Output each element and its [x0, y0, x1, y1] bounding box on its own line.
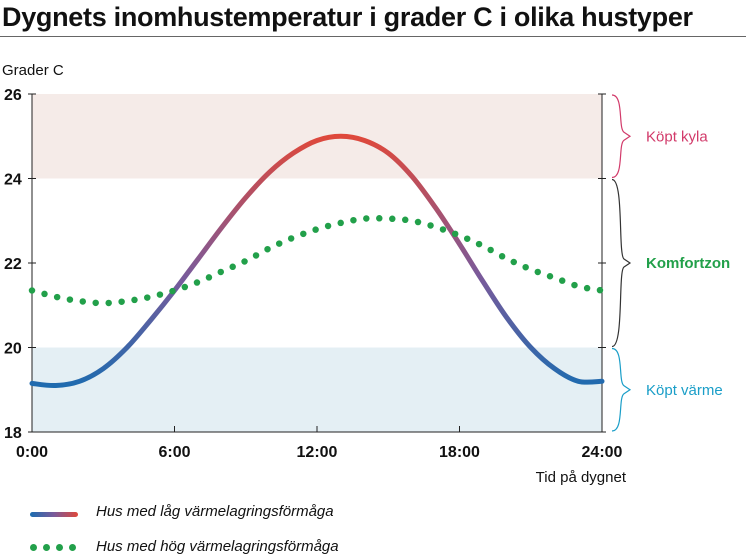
- x-axis-label: Tid på dygnet: [536, 469, 627, 486]
- x-tick-label: 18:00: [439, 444, 480, 461]
- legend-label: Hus med hög värmelagringsförmåga: [96, 538, 339, 555]
- legend-swatch-solid: [30, 512, 78, 517]
- zone-label: Komfortzon: [646, 255, 730, 272]
- x-tick-label: 12:00: [297, 444, 338, 461]
- zone-label: Köpt värme: [646, 382, 723, 399]
- legend-dot: [69, 544, 76, 551]
- legend-dot: [30, 544, 37, 551]
- zone-label: Köpt kyla: [646, 128, 708, 145]
- title-divider: [0, 36, 746, 37]
- y-axis-label: Grader C: [2, 62, 64, 79]
- x-tick-label: 24:00: [582, 444, 623, 461]
- y-tick-label: 20: [4, 341, 22, 358]
- zone-band-heating: [32, 347, 602, 432]
- legend-label: Hus med låg värmelagringsförmåga: [96, 503, 334, 520]
- y-tick-label: 24: [4, 172, 22, 189]
- y-tick-label: 26: [4, 87, 22, 104]
- chart-title: Dygnets inomhustemperatur i grader C i o…: [2, 2, 693, 32]
- legend-dot: [43, 544, 50, 551]
- chart-plot: 18 20 22 24 26 0:00 6:00 12:00 18:00 24:00 Tid på …: [4, 87, 730, 486]
- x-tick-label: 6:00: [158, 444, 190, 461]
- legend-dot: [56, 544, 63, 551]
- x-tick-label: 0:00: [16, 444, 48, 461]
- series-line-low-storage: [29, 133, 605, 389]
- legend-swatch-dotted: [30, 544, 78, 552]
- zone-brace: [611, 347, 632, 432]
- zone-brace: [611, 178, 632, 348]
- zone-band-cooling: [32, 94, 602, 179]
- y-tick-label: 18: [4, 425, 22, 442]
- series-dots-high-storage: [28, 214, 606, 307]
- zone-brace: [611, 94, 632, 179]
- y-tick-label: 22: [4, 256, 22, 273]
